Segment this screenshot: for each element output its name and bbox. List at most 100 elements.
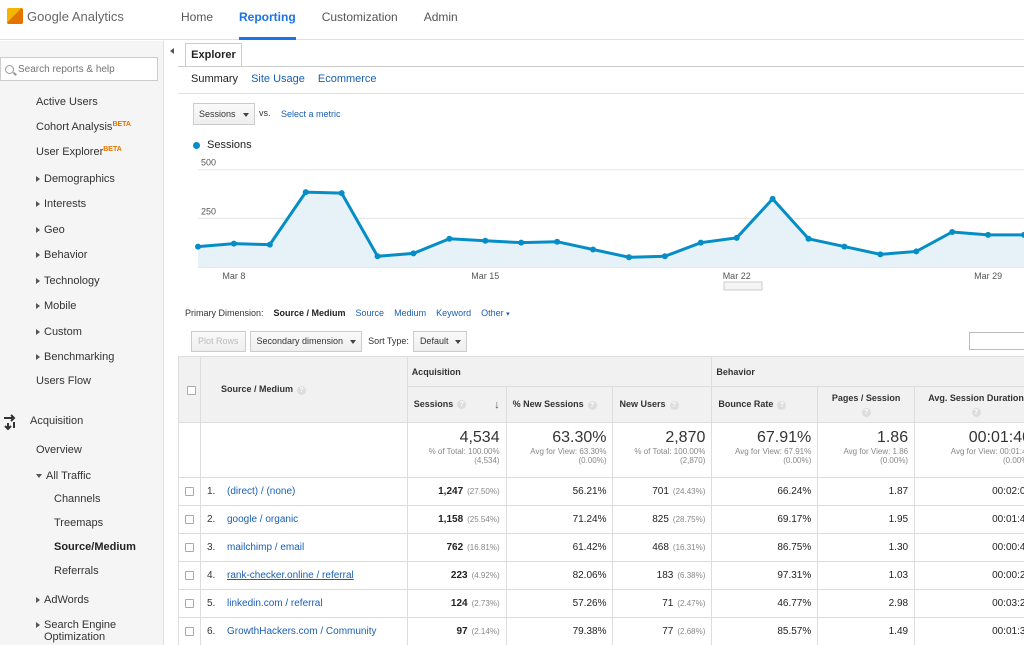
secondary-dimension-dropdown[interactable]: Secondary dimension	[249, 330, 363, 352]
help-icon[interactable]: ?	[777, 400, 787, 410]
search-icon	[5, 64, 14, 74]
sidebar-collapse-button[interactable]	[165, 41, 179, 61]
nav-customization[interactable]: Customization	[321, 10, 398, 24]
subtab-site-usage[interactable]: Site Usage	[251, 73, 305, 85]
col-new-users[interactable]: New Users?	[612, 386, 713, 423]
select-all-cell	[178, 356, 201, 423]
col-pages-session[interactable]: Pages / Session?	[817, 386, 916, 423]
help-icon[interactable]: ?	[457, 399, 467, 409]
subtab-ecommerce[interactable]: Ecommerce	[317, 73, 377, 85]
sidebar-item-channels[interactable]: Channels	[54, 493, 101, 505]
total-sub2: (0.00%)	[578, 456, 607, 465]
col-bounce-rate[interactable]: Bounce Rate?	[711, 386, 819, 423]
total-sub2: (0.00%)	[880, 456, 909, 465]
dimension-medium[interactable]: Medium	[394, 308, 427, 318]
row-new-sessions: 71.24%	[505, 505, 614, 534]
sidebar-item-treemaps[interactable]: Treemaps	[54, 517, 104, 529]
row-checkbox[interactable]	[185, 486, 194, 496]
sidebar-item-cohort-analysis[interactable]: Cohort AnalysisBETA	[36, 121, 131, 133]
sidebar-item-benchmarking[interactable]: Benchmarking	[36, 351, 114, 363]
sidebar-item-all-traffic[interactable]: All Traffic	[36, 470, 91, 482]
expand-arrow-icon	[36, 329, 40, 336]
row-bounce-rate: 66.24%	[711, 477, 819, 506]
new-users-pct: (6.38%)	[677, 571, 706, 580]
sidebar-item-demographics[interactable]: Demographics	[36, 173, 115, 185]
sidebar-item-behavior[interactable]: Behavior	[36, 249, 87, 261]
data-point	[1021, 231, 1024, 238]
row-source-link[interactable]: mailchimp / email	[227, 542, 305, 553]
sessions-pct: (25.54%)	[467, 515, 500, 524]
total-sub2: (4,534)	[474, 456, 500, 465]
sidebar: Active Users Cohort AnalysisBETA User Ex…	[0, 41, 164, 645]
row-source-link[interactable]: google / organic	[227, 514, 299, 525]
expand-arrow-icon	[36, 201, 40, 208]
sidebar-item-interests[interactable]: Interests	[36, 198, 86, 210]
help-icon[interactable]: ?	[861, 407, 871, 417]
primary-dimension-bar: Primary Dimension: Source / Medium Sourc…	[185, 308, 510, 318]
sidebar-item-source-medium[interactable]: Source/Medium	[54, 541, 136, 553]
row-checkbox[interactable]	[185, 598, 194, 608]
new-users-pct: (2.47%)	[677, 599, 706, 608]
row-checkbox[interactable]	[185, 570, 194, 580]
sidebar-item-referrals[interactable]: Referrals	[54, 565, 99, 577]
sidebar-item-custom[interactable]: Custom	[36, 326, 82, 338]
select-metric-link[interactable]: Select a metric	[281, 109, 341, 119]
data-point	[985, 231, 992, 238]
search-box[interactable]	[0, 57, 158, 81]
sidebar-item-user-explorer[interactable]: User ExplorerBETA	[36, 146, 122, 158]
row-sessions: 124 (2.73%)	[406, 589, 507, 618]
help-icon[interactable]: ?	[971, 407, 981, 417]
logo[interactable]: Google Analytics	[7, 8, 124, 24]
col-bounce-rate-label: Bounce Rate	[718, 399, 774, 410]
chart-svg: 250 500 Mar 8 Mar 15 Mar 22 Mar 29	[195, 158, 1024, 291]
help-icon[interactable]: ?	[297, 385, 307, 395]
sidebar-item-users-flow[interactable]: Users Flow	[36, 375, 92, 387]
plot-rows-button[interactable]: Plot Rows	[191, 330, 246, 352]
row-checkbox[interactable]	[185, 542, 194, 552]
new-users-pct: (28.75%)	[672, 515, 706, 524]
dimension-source[interactable]: Source	[355, 308, 385, 318]
select-all-checkbox[interactable]	[187, 385, 196, 395]
subtab-summary[interactable]: Summary	[191, 73, 239, 85]
help-icon[interactable]: ?	[669, 400, 679, 410]
sidebar-item-technology[interactable]: Technology	[36, 275, 100, 287]
metric-dropdown[interactable]: Sessions	[193, 103, 255, 125]
row-checkbox[interactable]	[185, 514, 194, 524]
sidebar-item-mobile[interactable]: Mobile	[36, 300, 76, 312]
new-users-pct: (16.31%)	[672, 543, 706, 552]
row-source-link[interactable]: linkedin.com / referral	[227, 598, 323, 609]
col-avg-duration[interactable]: Avg. Session Duration?	[914, 386, 1024, 423]
row-checkbox[interactable]	[185, 626, 194, 636]
sidebar-item-geo[interactable]: Geo	[36, 224, 65, 236]
search-input[interactable]	[18, 63, 148, 75]
row-source-link[interactable]: rank-checker.online / referral	[227, 570, 354, 581]
row-new-sessions: 56.21%	[505, 477, 614, 506]
dimension-source-medium[interactable]: Source / Medium	[273, 308, 346, 318]
sidebar-item-adwords[interactable]: AdWords	[36, 594, 89, 606]
sidebar-item-seo[interactable]: Search Engine Optimization	[36, 619, 116, 643]
nav-reporting[interactable]: Reporting	[226, 0, 309, 40]
total-sub1: % of Total: 100.00%	[428, 447, 500, 456]
row-source-link[interactable]: (direct) / (none)	[227, 486, 296, 497]
row-source-link[interactable]: GrowthHackers.com / Community	[227, 626, 377, 637]
help-icon[interactable]: ?	[587, 400, 597, 410]
row-sessions: 1,247 (27.50%)	[406, 477, 507, 506]
all-traffic-label: All Traffic	[46, 470, 92, 482]
dimension-other[interactable]: Other ▾	[481, 308, 510, 318]
interests-label: Interests	[44, 198, 87, 210]
col-sessions[interactable]: Sessions? ↓	[406, 386, 507, 423]
dimension-keyword[interactable]: Keyword	[436, 308, 472, 318]
nav-home[interactable]: Home	[181, 10, 214, 24]
chart-legend: Sessions	[193, 139, 252, 151]
sort-type-dropdown[interactable]: Default	[412, 330, 468, 352]
nav-admin[interactable]: Admin	[423, 10, 458, 24]
dimension-header[interactable]: Source / Medium?	[200, 356, 408, 423]
sidebar-item-acquisition[interactable]: Acquisition	[30, 415, 84, 427]
table-filter-input[interactable]	[969, 332, 1024, 350]
sidebar-item-overview[interactable]: Overview	[36, 444, 82, 456]
col-new-sessions[interactable]: % New Sessions?	[505, 386, 614, 423]
explorer-subtabs: Summary Site Usage Ecommerce	[191, 73, 377, 85]
sidebar-item-active-users[interactable]: Active Users	[36, 96, 98, 108]
expand-arrow-icon	[36, 227, 40, 234]
tab-explorer[interactable]: Explorer	[185, 43, 242, 67]
